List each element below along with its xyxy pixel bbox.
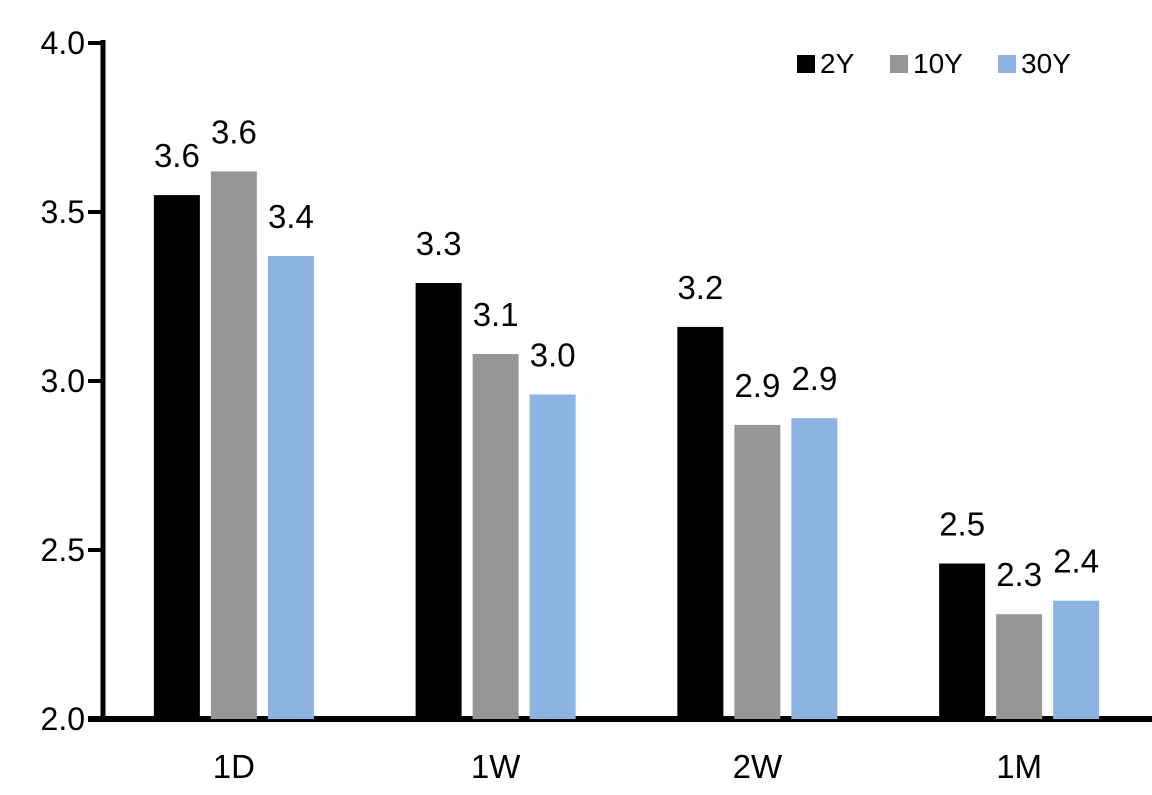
bar-label-10Y-1D: 3.6 [211,113,257,150]
y-axis-tick-label: 2.5 [41,532,85,568]
bar-30Y-2W [791,418,838,719]
bar-label-10Y-2W: 2.9 [734,367,780,404]
y-axis-tick-label: 3.5 [41,194,85,230]
legend-label-30Y: 30Y [1021,48,1071,79]
bar-label-2Y-2W: 3.2 [677,269,723,306]
legend-label-10Y: 10Y [913,48,963,79]
x-axis-category-label: 1M [996,748,1042,785]
bar-label-2Y-1M: 2.5 [939,506,985,543]
bar-label-30Y-1D: 3.4 [268,198,314,235]
bar-label-2Y-1D: 3.6 [154,137,200,174]
bar-30Y-1W [529,394,576,719]
bar-label-30Y-1W: 3.0 [530,337,576,374]
bar-10Y-2W [734,424,781,719]
bar-10Y-1M [996,614,1043,719]
bar-10Y-1W [472,353,519,719]
bar-2Y-1D [153,195,200,720]
bar-2Y-2W [677,326,724,719]
bar-label-30Y-2W: 2.9 [791,360,837,397]
bar-10Y-1D [210,171,257,719]
bar-label-10Y-1M: 2.3 [996,556,1042,593]
bar-label-30Y-1M: 2.4 [1053,543,1099,580]
legend-swatch-30Y [998,55,1016,73]
y-axis-tick-label: 4.0 [41,25,85,61]
bar-label-2Y-1W: 3.3 [416,225,462,262]
bar-2Y-1M [939,563,986,719]
x-axis-category-label: 1D [213,748,255,785]
legend-swatch-10Y [890,55,908,73]
x-axis-category-label: 1W [471,748,521,785]
legend-label-2Y: 2Y [820,48,855,79]
y-axis-tick-label: 3.0 [41,363,85,399]
y-axis-tick-label: 2.0 [41,701,85,737]
bar-label-10Y-1W: 3.1 [473,296,519,333]
bar-2Y-1W [415,282,462,719]
bar-30Y-1D [267,255,314,719]
bar-30Y-1M [1053,600,1100,719]
legend-swatch-2Y [797,55,815,73]
x-axis-category-label: 2W [733,748,783,785]
